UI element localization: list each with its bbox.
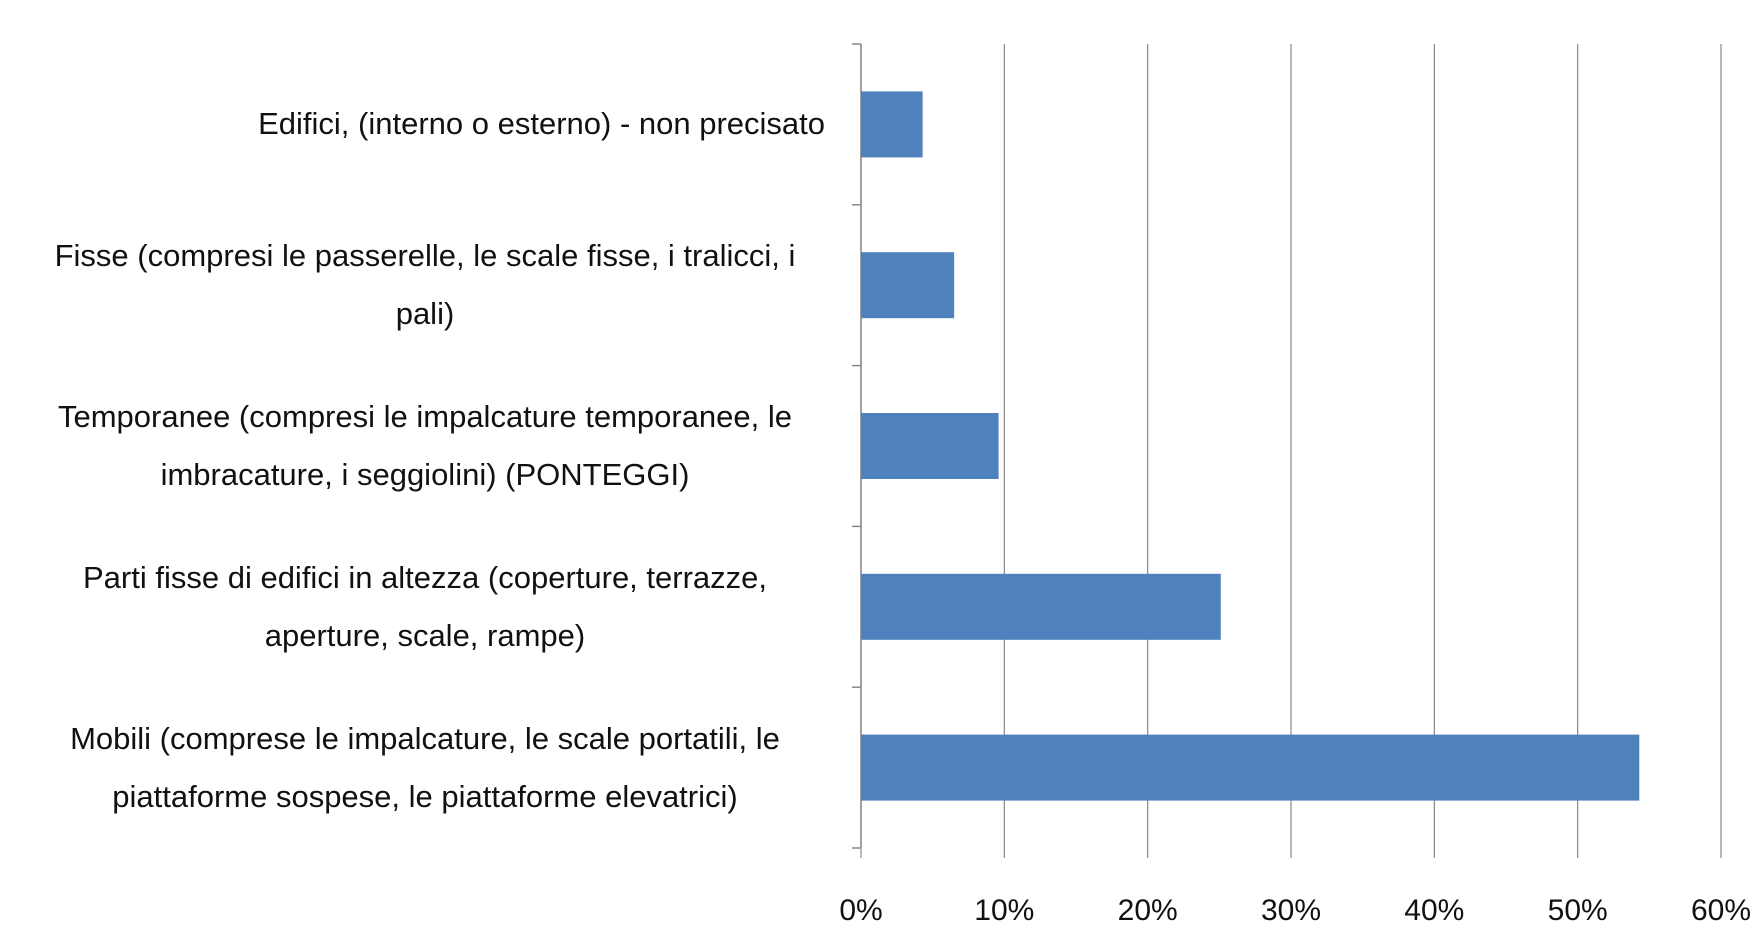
y-tick-label: Parti fisse di edifici in altezza (coper… bbox=[25, 526, 825, 687]
category-text: Mobili (comprese le impalcature, le scal… bbox=[70, 720, 780, 814]
bar bbox=[861, 413, 999, 479]
bar bbox=[861, 734, 1640, 801]
x-tick-label: 40% bbox=[1404, 894, 1464, 927]
x-tick-label: 20% bbox=[1118, 894, 1178, 927]
x-tick-label: 10% bbox=[974, 894, 1034, 927]
category-text: Temporanee (compresi le impalcature temp… bbox=[57, 398, 793, 492]
bar bbox=[861, 573, 1221, 640]
y-tick-label: Fisse (compresi le passerelle, le scale … bbox=[25, 205, 825, 366]
category-text: Parti fisse di edifici in altezza (coper… bbox=[83, 559, 767, 653]
category-text: Fisse (compresi le passerelle, le scale … bbox=[54, 238, 796, 332]
y-tick-label: Mobili (comprese le impalcature, le scal… bbox=[25, 687, 825, 848]
x-tick-label: 30% bbox=[1261, 894, 1321, 927]
category-text: Edifici, (interno o esterno) - non preci… bbox=[258, 106, 825, 142]
y-tick-label: Edifici, (interno o esterno) - non preci… bbox=[25, 44, 825, 205]
x-tick-label: 50% bbox=[1548, 894, 1608, 927]
x-tick-label: 60% bbox=[1691, 894, 1751, 927]
x-tick-label: 0% bbox=[839, 894, 882, 927]
bar bbox=[861, 252, 955, 319]
bar bbox=[861, 91, 923, 158]
y-tick-label: Temporanee (compresi le impalcature temp… bbox=[25, 366, 825, 527]
